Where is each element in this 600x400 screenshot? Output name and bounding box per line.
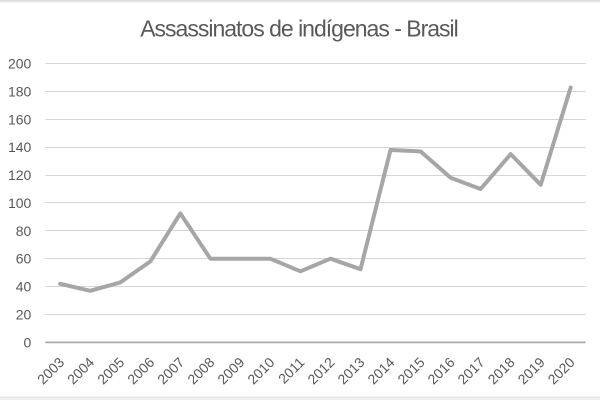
- svg-text:180: 180: [8, 83, 32, 99]
- svg-text:40: 40: [16, 279, 32, 295]
- svg-text:80: 80: [16, 223, 32, 239]
- svg-text:140: 140: [8, 139, 32, 155]
- svg-text:0: 0: [24, 334, 32, 350]
- svg-text:200: 200: [8, 56, 32, 72]
- svg-text:Assassinatos de indígenas - Br: Assassinatos de indígenas - Brasil: [140, 15, 458, 41]
- svg-text:100: 100: [8, 195, 32, 211]
- svg-text:60: 60: [16, 251, 32, 267]
- svg-text:20: 20: [16, 307, 32, 323]
- svg-text:120: 120: [8, 167, 32, 183]
- svg-text:160: 160: [8, 111, 32, 127]
